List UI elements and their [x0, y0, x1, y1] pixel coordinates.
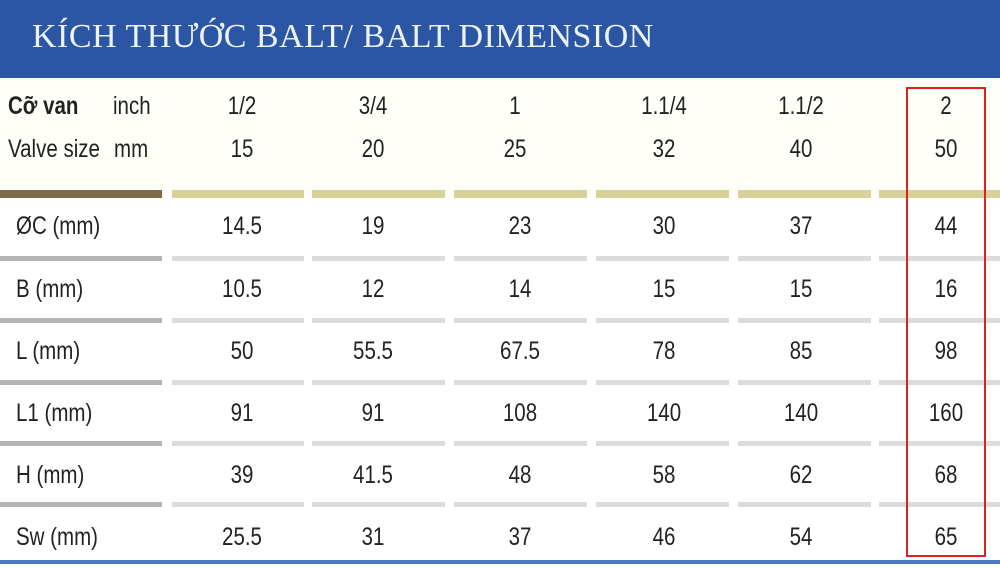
col-inch: 3/4 [358, 92, 388, 120]
col-inch: 2 [940, 92, 952, 120]
row-label: L1 (mm) [16, 399, 93, 427]
col-mm: 25 [503, 135, 527, 163]
cell-value: 10.5 [222, 275, 262, 303]
highlighted-column-box [906, 87, 986, 557]
cell-value: 108 [502, 399, 538, 427]
col-mm: 15 [230, 135, 254, 163]
cell-value: 140 [783, 399, 819, 427]
cell-value: 68 [934, 461, 958, 489]
valve-size-label-en: Valve size [8, 135, 100, 163]
header-background [0, 78, 1000, 198]
row-label: H (mm) [16, 461, 85, 489]
cell-value: 62 [789, 461, 813, 489]
cell-value: 23 [508, 212, 532, 240]
col-inch: 1 [509, 92, 521, 120]
cell-value: 98 [934, 337, 958, 365]
page-title: KÍCH THƯỚC BALT/ BALT DIMENSION [32, 18, 654, 55]
cell-value: 31 [361, 523, 385, 551]
cell-value: 41.5 [353, 461, 393, 489]
cell-value: 14 [508, 275, 532, 303]
cell-value: 16 [934, 275, 958, 303]
cell-value: 91 [361, 399, 385, 427]
cell-value: 58 [652, 461, 676, 489]
col-mm: 40 [789, 135, 813, 163]
cell-value: 37 [508, 523, 532, 551]
cell-value: 44 [934, 212, 958, 240]
cell-value: 54 [789, 523, 813, 551]
bottom-border [0, 560, 1000, 564]
cell-value: 78 [652, 337, 676, 365]
cell-value: 160 [928, 399, 964, 427]
row-label: B (mm) [16, 275, 84, 303]
col-inch: 1/2 [227, 92, 257, 120]
cell-value: 91 [230, 399, 254, 427]
unit-mm-label: mm [114, 135, 149, 163]
row-label: Sw (mm) [16, 523, 98, 551]
col-inch: 1.1/4 [641, 92, 687, 120]
cell-value: 14.5 [222, 212, 262, 240]
col-mm: 32 [652, 135, 676, 163]
cell-value: 67.5 [500, 337, 540, 365]
cell-value: 85 [789, 337, 813, 365]
col-inch: 1.1/2 [778, 92, 824, 120]
cell-value: 12 [361, 275, 385, 303]
cell-value: 48 [508, 461, 532, 489]
cell-value: 15 [789, 275, 813, 303]
col-mm: 20 [361, 135, 385, 163]
cell-value: 25.5 [222, 523, 262, 551]
col-mm: 50 [934, 135, 958, 163]
cell-value: 46 [652, 523, 676, 551]
title-banner: KÍCH THƯỚC BALT/ BALT DIMENSION [0, 0, 1000, 78]
cell-value: 50 [230, 337, 254, 365]
unit-inch-label: inch [113, 92, 151, 120]
cell-value: 15 [652, 275, 676, 303]
cell-value: 55.5 [353, 337, 393, 365]
cell-value: 140 [646, 399, 682, 427]
cell-value: 30 [652, 212, 676, 240]
cell-value: 65 [934, 523, 958, 551]
row-label: L (mm) [16, 337, 81, 365]
cell-value: 37 [789, 212, 813, 240]
cell-value: 39 [230, 461, 254, 489]
row-label: ØC (mm) [16, 212, 101, 240]
cell-value: 19 [361, 212, 385, 240]
valve-size-label-vn: Cỡ van [8, 92, 79, 120]
